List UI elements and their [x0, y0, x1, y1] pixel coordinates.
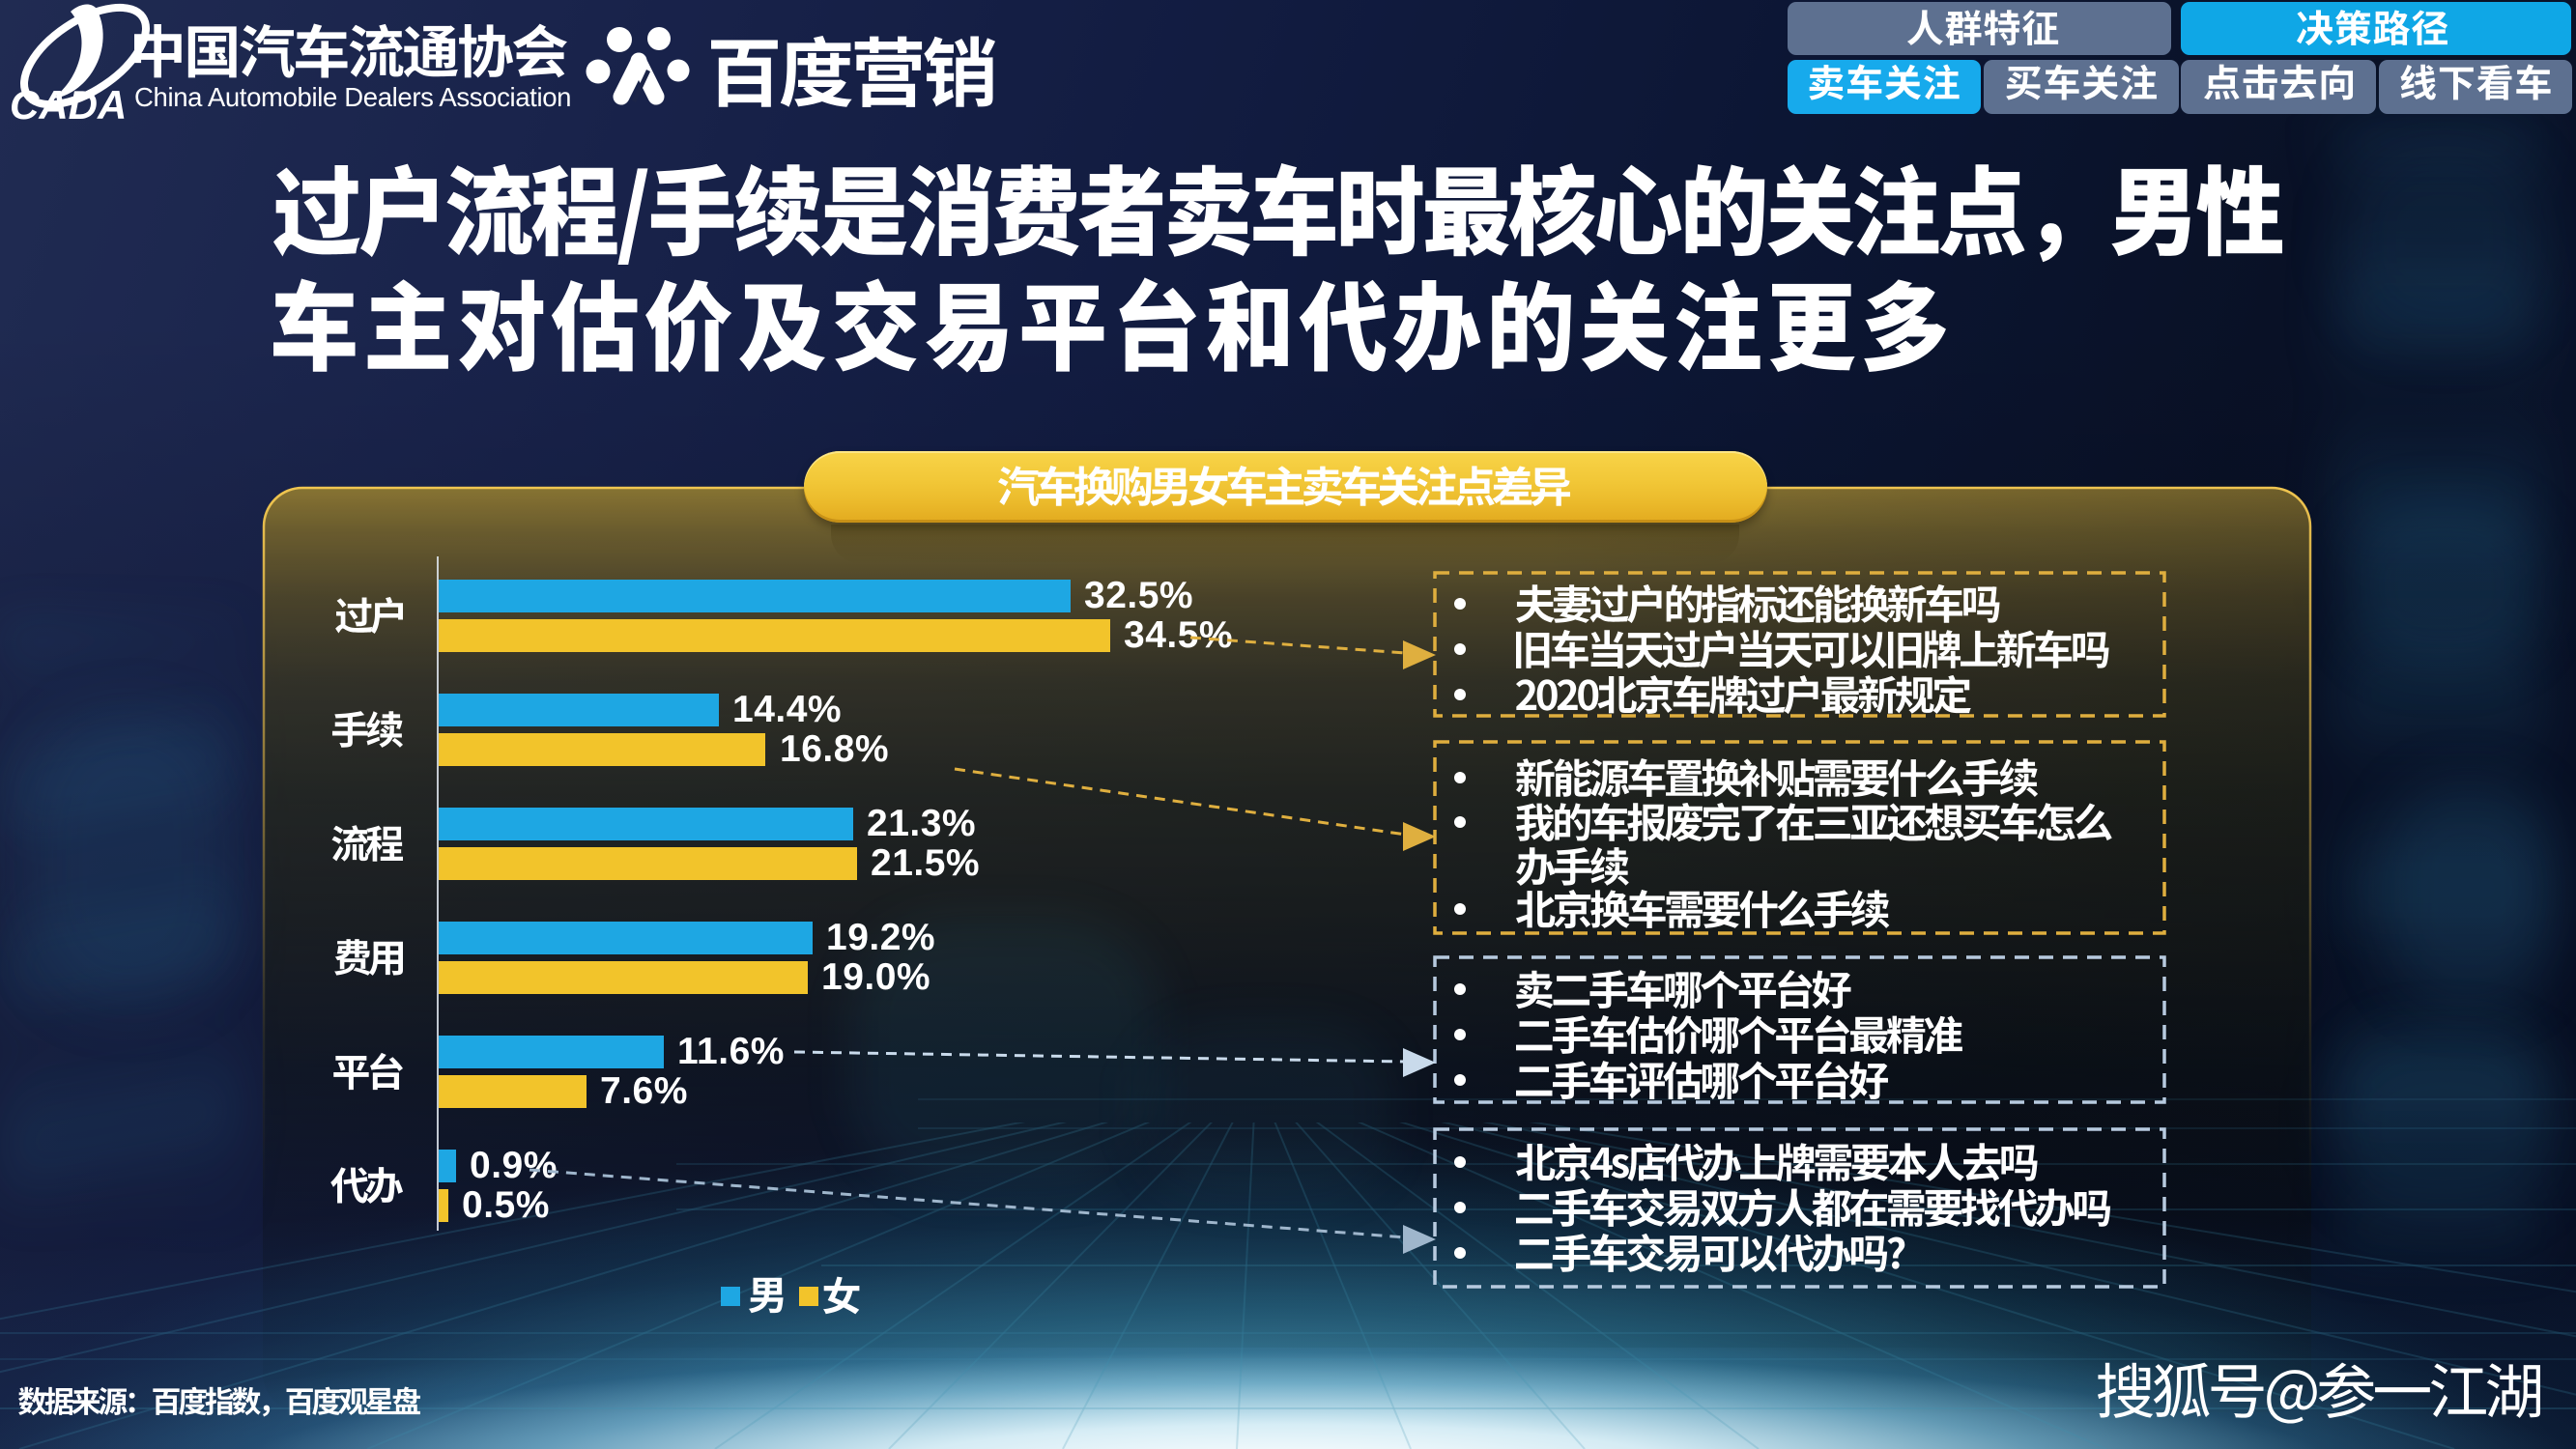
svg-text:CADA: CADA [10, 82, 127, 128]
